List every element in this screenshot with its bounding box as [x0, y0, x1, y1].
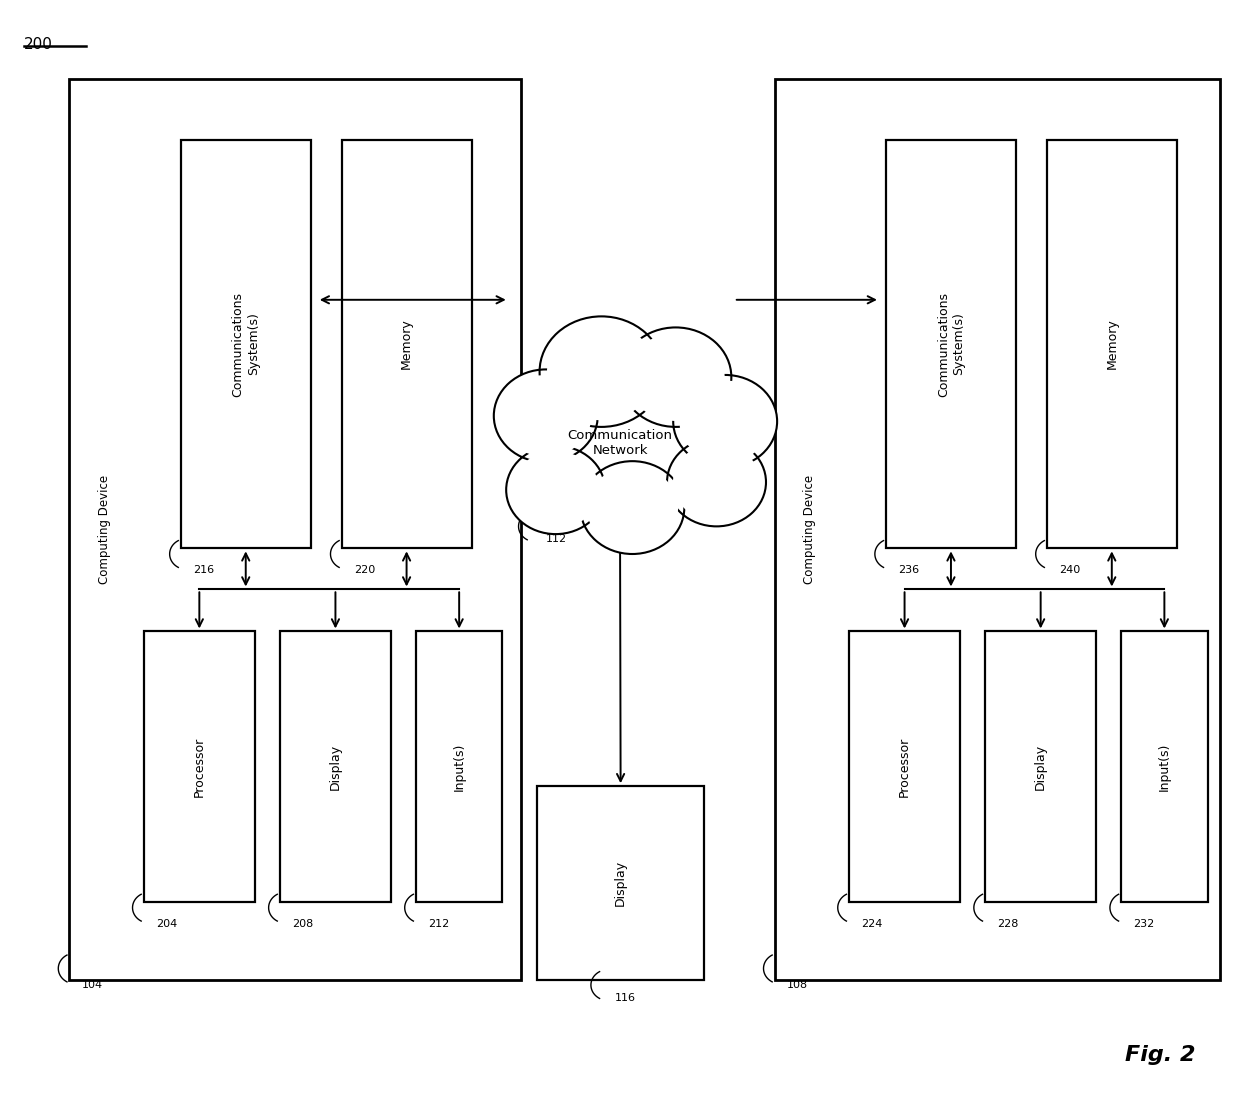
Text: 220: 220: [353, 565, 376, 575]
FancyBboxPatch shape: [342, 140, 471, 548]
Text: 116: 116: [615, 993, 635, 1003]
Text: Display: Display: [1034, 743, 1047, 790]
FancyBboxPatch shape: [415, 632, 502, 902]
FancyBboxPatch shape: [849, 632, 960, 902]
FancyBboxPatch shape: [887, 140, 1016, 548]
Circle shape: [626, 334, 724, 421]
FancyBboxPatch shape: [280, 632, 391, 902]
Text: Communication
Network: Communication Network: [568, 430, 672, 458]
Text: Communications
System(s): Communications System(s): [937, 291, 965, 397]
FancyBboxPatch shape: [181, 140, 311, 548]
Circle shape: [673, 375, 777, 468]
Text: 236: 236: [898, 565, 920, 575]
Circle shape: [539, 317, 663, 427]
Circle shape: [500, 375, 591, 456]
Text: Input(s): Input(s): [1158, 742, 1171, 791]
Text: 112: 112: [546, 534, 567, 544]
Text: Display: Display: [329, 743, 342, 790]
Circle shape: [587, 466, 678, 548]
Circle shape: [547, 324, 656, 420]
Text: 200: 200: [24, 37, 52, 52]
FancyBboxPatch shape: [69, 79, 521, 979]
Text: 108: 108: [787, 979, 808, 989]
FancyBboxPatch shape: [985, 632, 1096, 902]
Text: 228: 228: [997, 919, 1019, 929]
Circle shape: [580, 461, 684, 554]
FancyBboxPatch shape: [1121, 632, 1208, 902]
Text: 212: 212: [428, 919, 449, 929]
Circle shape: [494, 369, 598, 462]
Text: Memory: Memory: [401, 319, 413, 369]
Circle shape: [680, 380, 771, 462]
FancyBboxPatch shape: [144, 632, 255, 902]
Text: Communications
System(s): Communications System(s): [232, 291, 259, 397]
Circle shape: [620, 328, 732, 427]
Text: Processor: Processor: [898, 737, 911, 797]
Text: Computing Device: Computing Device: [802, 474, 816, 584]
Text: 216: 216: [193, 565, 215, 575]
Text: Input(s): Input(s): [453, 742, 466, 791]
Text: Display: Display: [614, 860, 627, 906]
Circle shape: [667, 438, 766, 526]
Text: 232: 232: [1133, 919, 1154, 929]
Circle shape: [506, 445, 605, 534]
Text: Fig. 2: Fig. 2: [1125, 1045, 1195, 1065]
FancyBboxPatch shape: [775, 79, 1220, 979]
Circle shape: [673, 443, 760, 521]
Text: Memory: Memory: [1105, 319, 1118, 369]
Text: 208: 208: [293, 919, 314, 929]
FancyBboxPatch shape: [1047, 140, 1177, 548]
Text: 240: 240: [1059, 565, 1080, 575]
Text: 204: 204: [156, 919, 177, 929]
Circle shape: [512, 451, 599, 529]
Text: Computing Device: Computing Device: [98, 474, 110, 584]
Text: Processor: Processor: [193, 737, 206, 797]
Text: 224: 224: [862, 919, 883, 929]
Text: 104: 104: [82, 979, 103, 989]
FancyBboxPatch shape: [537, 786, 704, 979]
